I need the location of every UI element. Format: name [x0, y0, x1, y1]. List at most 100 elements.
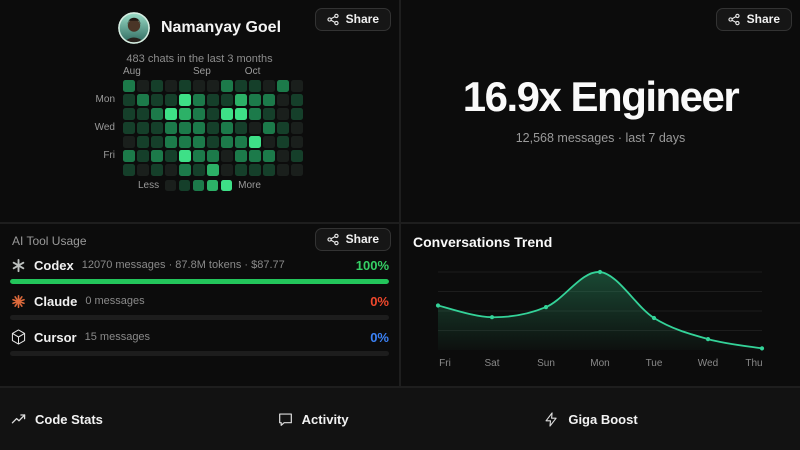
tool-details: 15 messages [84, 331, 151, 343]
profile-share-button[interactable]: Share [314, 8, 391, 31]
tool-row-cursor: Cursor 15 messages 0% [10, 328, 389, 356]
tool-row-codex: Codex 12070 messages · 87.8M tokens · $87… [10, 256, 389, 284]
heatmap-cell [179, 136, 191, 148]
footer-item-label: Giga Boost [568, 411, 638, 427]
heatmap-cell [235, 108, 247, 120]
heatmap-cell [249, 122, 261, 134]
heatmap-cell [137, 164, 149, 176]
heatmap-cell [137, 136, 149, 148]
avatar [118, 12, 150, 44]
footer-item-activity[interactable]: Activity [267, 412, 534, 427]
heatmap-cell [179, 80, 191, 92]
heatmap-cell [249, 94, 261, 106]
heatmap-cell [291, 80, 303, 92]
heatmap-legend: Less More [138, 180, 303, 191]
heatmap-cell [207, 136, 219, 148]
heatmap-cell [221, 150, 233, 162]
heatmap-cell [165, 150, 177, 162]
heatmap-cell [207, 150, 219, 162]
message-icon [278, 412, 293, 427]
heatmap-cell [235, 136, 247, 148]
heatmap-cell [193, 108, 205, 120]
legend-cell [165, 180, 177, 191]
claude-icon [10, 294, 26, 309]
footer-item-code-stats[interactable]: Code Stats [0, 412, 267, 427]
heatmap-cell [165, 122, 177, 134]
share-icon [327, 13, 339, 26]
heatmap-cell [165, 80, 177, 92]
trend-area-chart: Fri Sat Sun Mon Tue Wed Thu [435, 266, 765, 370]
x-tick-thu: Thu [745, 358, 762, 369]
tool-progress-fill [10, 279, 389, 284]
heatmap-cell [221, 94, 233, 106]
heatmap-cell [179, 108, 191, 120]
data-point-sun [543, 305, 549, 310]
tool-progress-track [10, 351, 389, 356]
month-label-sep: Sep [193, 66, 211, 77]
heatmap-cell [221, 136, 233, 148]
heatmap-cell [207, 164, 219, 176]
share-icon [728, 13, 740, 26]
engineer-multiplier-title: 16.9x Engineer [462, 73, 740, 120]
x-tick-mon: Mon [590, 358, 609, 369]
heatmap-cell [193, 94, 205, 106]
heatmap-cell [277, 108, 289, 120]
headline-share-button[interactable]: Share [715, 8, 792, 31]
heatmap-cell [123, 122, 135, 134]
heatmap-cell [123, 150, 135, 162]
day-label-fri: Fri [103, 150, 115, 161]
legend-scale [165, 180, 233, 191]
heatmap-cell [123, 108, 135, 120]
x-tick-fri: Fri [439, 358, 451, 369]
data-point-wed [705, 337, 711, 342]
footer-item-giga-boost[interactable]: Giga Boost [533, 412, 800, 427]
month-label-oct: Oct [244, 66, 261, 77]
heatmap-cell [123, 136, 135, 148]
tool-details: 0 messages [85, 295, 145, 307]
heatmap-cell [249, 80, 261, 92]
heatmap-cell [165, 108, 177, 120]
heatmap-cell [277, 94, 289, 106]
legend-less-label: Less [138, 180, 160, 191]
profile-chat-count: 483 chats in the last 3 months [126, 53, 273, 65]
heatmap-cell [123, 80, 135, 92]
data-point-mon [597, 269, 603, 275]
heatmap-cell [249, 150, 261, 162]
heatmap-cell [277, 80, 289, 92]
tool-name: Cursor [34, 329, 77, 345]
data-point-tue [651, 315, 657, 321]
tool-progress-track [10, 279, 389, 284]
heatmap-cell [179, 164, 191, 176]
legend-cell [179, 180, 191, 191]
openai-icon [10, 258, 26, 273]
heatmap-cell [249, 164, 261, 176]
data-point-thu [759, 346, 765, 351]
heatmap-cell [165, 136, 177, 148]
heatmap-cell [207, 122, 219, 134]
tool-usage-title: AI Tool Usage [12, 234, 87, 248]
heatmap-cell [151, 108, 163, 120]
heatmap-cell [249, 136, 261, 148]
tool-progress-track [10, 315, 389, 320]
tool-percent: 0% [370, 329, 389, 345]
heatmap-cell [277, 150, 289, 162]
tool-percent: 0% [370, 293, 389, 309]
heatmap-cell [165, 164, 177, 176]
heatmap-cell [151, 136, 163, 148]
tool-usage-list: Codex 12070 messages · 87.8M tokens · $87… [10, 256, 389, 356]
heatmap-cell [291, 122, 303, 134]
heatmap-cell [291, 136, 303, 148]
heatmap-cell [291, 150, 303, 162]
trending-up-icon [11, 412, 26, 427]
heatmap-cell [235, 164, 247, 176]
heatmap-cell [263, 136, 275, 148]
heatmap-cell [179, 150, 191, 162]
footer-item-label: Activity [301, 411, 349, 427]
heatmap-cell [263, 150, 275, 162]
day-label-mon: Mon [95, 94, 115, 105]
heatmap-grid [123, 80, 303, 176]
tool-row-claude: Claude 0 messages 0% [10, 292, 389, 320]
heatmap-cell [263, 94, 275, 106]
tool-usage-share-button[interactable]: Share [314, 228, 391, 251]
